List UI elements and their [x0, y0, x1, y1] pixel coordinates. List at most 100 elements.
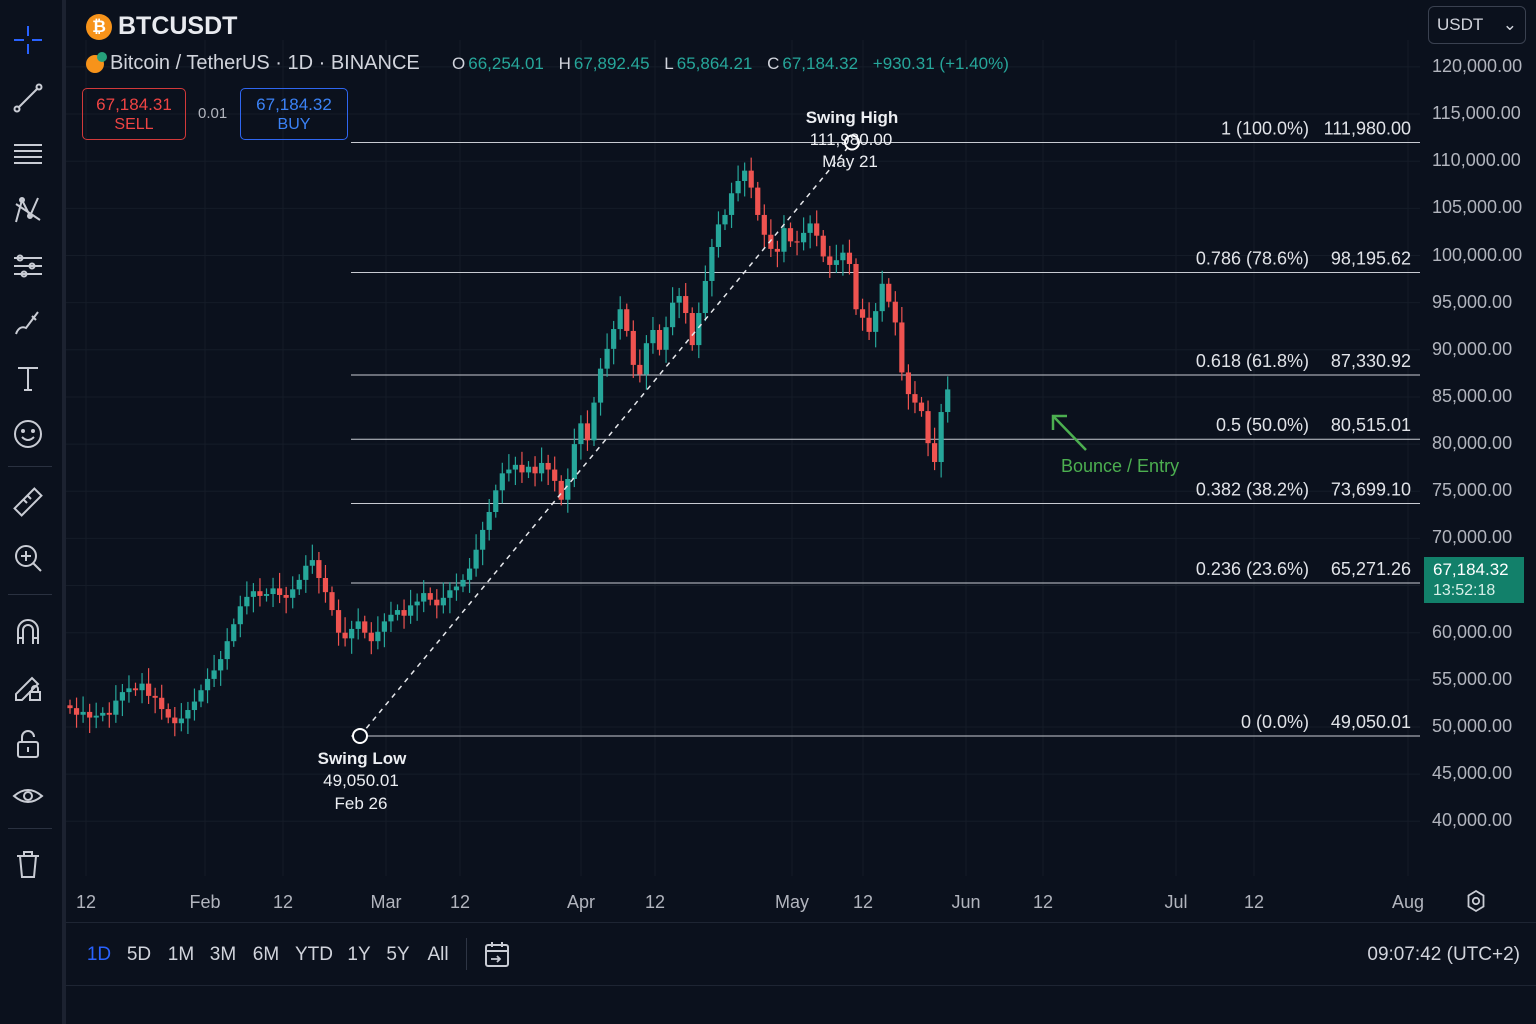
candle-body: [73, 708, 80, 715]
candle-body: [237, 606, 243, 625]
drawing-toolbar: [0, 0, 66, 1024]
candle-body: [807, 223, 813, 233]
candle-body: [394, 610, 401, 615]
price-axis-tick: 90,000.00: [1432, 338, 1513, 359]
candle-body: [604, 348, 610, 369]
sell-button[interactable]: 67,184.31 SELL: [82, 88, 186, 140]
candle-body: [296, 579, 302, 590]
candle-body: [545, 462, 551, 470]
range-button-1m[interactable]: 1M: [167, 944, 195, 965]
candle-body: [460, 579, 466, 587]
time-axis-tick: Apr: [566, 892, 596, 912]
text-icon[interactable]: [8, 358, 48, 398]
range-button-all[interactable]: All: [427, 944, 449, 965]
candle-body: [191, 701, 198, 711]
candle-body: [781, 228, 787, 252]
candle-body: [853, 263, 859, 310]
zoom-in-icon[interactable]: [8, 538, 48, 578]
chevron-down-icon: ⌄: [1502, 15, 1517, 34]
candle-body: [414, 601, 420, 606]
candle-body: [945, 389, 951, 413]
candle-body: [290, 589, 296, 598]
clock-timezone[interactable]: 09:07:42 (UTC+2): [1367, 944, 1520, 965]
candle-body: [866, 317, 872, 332]
candle-body: [650, 329, 656, 344]
candle-body: [670, 302, 676, 328]
unlock-icon[interactable]: [8, 724, 48, 764]
candle-body: [283, 594, 289, 598]
low-value: 65,864.21: [676, 54, 753, 73]
candle-body: [932, 443, 938, 463]
magnet-icon[interactable]: [8, 612, 48, 652]
candle-body: [139, 683, 145, 691]
time-axis-tick: Feb: [189, 892, 221, 912]
candle-body: [532, 466, 538, 474]
fib-level-price: 49,050.01: [1331, 712, 1411, 732]
candle-body: [381, 621, 387, 632]
swing-low-label: Swing Low: [318, 749, 408, 768]
candle-body: [728, 193, 735, 215]
candle-body: [67, 705, 73, 709]
range-button-1d[interactable]: 1D: [86, 944, 112, 965]
price-axis-tick: 75,000.00: [1432, 480, 1513, 501]
fib-retracement-icon[interactable]: [8, 134, 48, 174]
forecast-icon[interactable]: [8, 246, 48, 286]
go-to-date-calendar-icon[interactable]: [484, 940, 510, 968]
buy-button[interactable]: 67,184.32 BUY: [240, 88, 348, 140]
bitcoin-icon: ₿: [86, 13, 112, 40]
currency-select[interactable]: USDT ⌄: [1428, 6, 1526, 44]
trash-icon[interactable]: [8, 844, 48, 884]
candle-body: [722, 214, 728, 225]
candle-body: [676, 296, 682, 303]
candle-body: [408, 605, 414, 616]
candle-body: [833, 260, 839, 265]
fib-level-ratio: 0.786 (78.6%): [1196, 249, 1309, 269]
trend-line-icon[interactable]: [8, 78, 48, 118]
price-axis-tick: 80,000.00: [1432, 433, 1513, 454]
eye-icon[interactable]: [8, 776, 48, 816]
lock-drawing-icon[interactable]: [8, 668, 48, 708]
range-button-5y[interactable]: 5Y: [386, 944, 410, 965]
fib-level-price: 98,195.62: [1331, 249, 1411, 269]
time-axis-tick: 12: [644, 892, 666, 912]
candle-body: [303, 565, 309, 580]
axis-settings-gear-icon[interactable]: [1464, 889, 1488, 913]
fib-level-ratio: 0.5 (50.0%): [1216, 415, 1309, 435]
candle-body: [132, 688, 139, 691]
candle-body: [342, 632, 348, 639]
range-button-6m[interactable]: 6M: [252, 944, 280, 965]
range-button-3m[interactable]: 3M: [209, 944, 237, 965]
sell-price: 67,184.31: [96, 95, 172, 114]
candle-body: [316, 560, 322, 579]
range-button-1y[interactable]: 1Y: [347, 944, 371, 965]
candle-body: [401, 610, 407, 616]
pattern-icon[interactable]: [8, 190, 48, 230]
bounce-arrow-shaft: [1052, 415, 1087, 451]
candle-body: [584, 423, 591, 441]
emoji-icon[interactable]: [8, 414, 48, 454]
candle-body: [630, 330, 636, 365]
candle-body: [211, 670, 217, 679]
swing-low-date: Feb 26: [335, 794, 388, 813]
range-button-5d[interactable]: 5D: [126, 944, 152, 965]
candle-body: [185, 710, 191, 719]
current-price-tag: 67,184.32 13:52:18: [1424, 557, 1524, 603]
price-axis-tick: 70,000.00: [1432, 527, 1513, 548]
price-axis-tick: 110,000.00: [1432, 150, 1521, 171]
candle-body: [172, 717, 178, 724]
range-button-ytd[interactable]: YTD: [295, 944, 333, 965]
candle-body: [119, 692, 125, 701]
ruler-icon[interactable]: [8, 482, 48, 522]
crosshair-icon[interactable]: [8, 20, 48, 60]
candle-body: [879, 283, 885, 312]
candle-body: [938, 412, 944, 463]
candle-body: [748, 170, 754, 188]
symbol-title[interactable]: ₿ BTCUSDT: [86, 12, 237, 41]
candle-body: [571, 444, 577, 479]
bottom-toolbar: [66, 922, 1536, 986]
brush-icon[interactable]: [8, 302, 48, 342]
symbol-description-text: Bitcoin / TetherUS · 1D · BINANCE: [110, 52, 420, 74]
swing-high-price: 111,980.00: [810, 130, 893, 149]
candle-body: [512, 464, 518, 470]
